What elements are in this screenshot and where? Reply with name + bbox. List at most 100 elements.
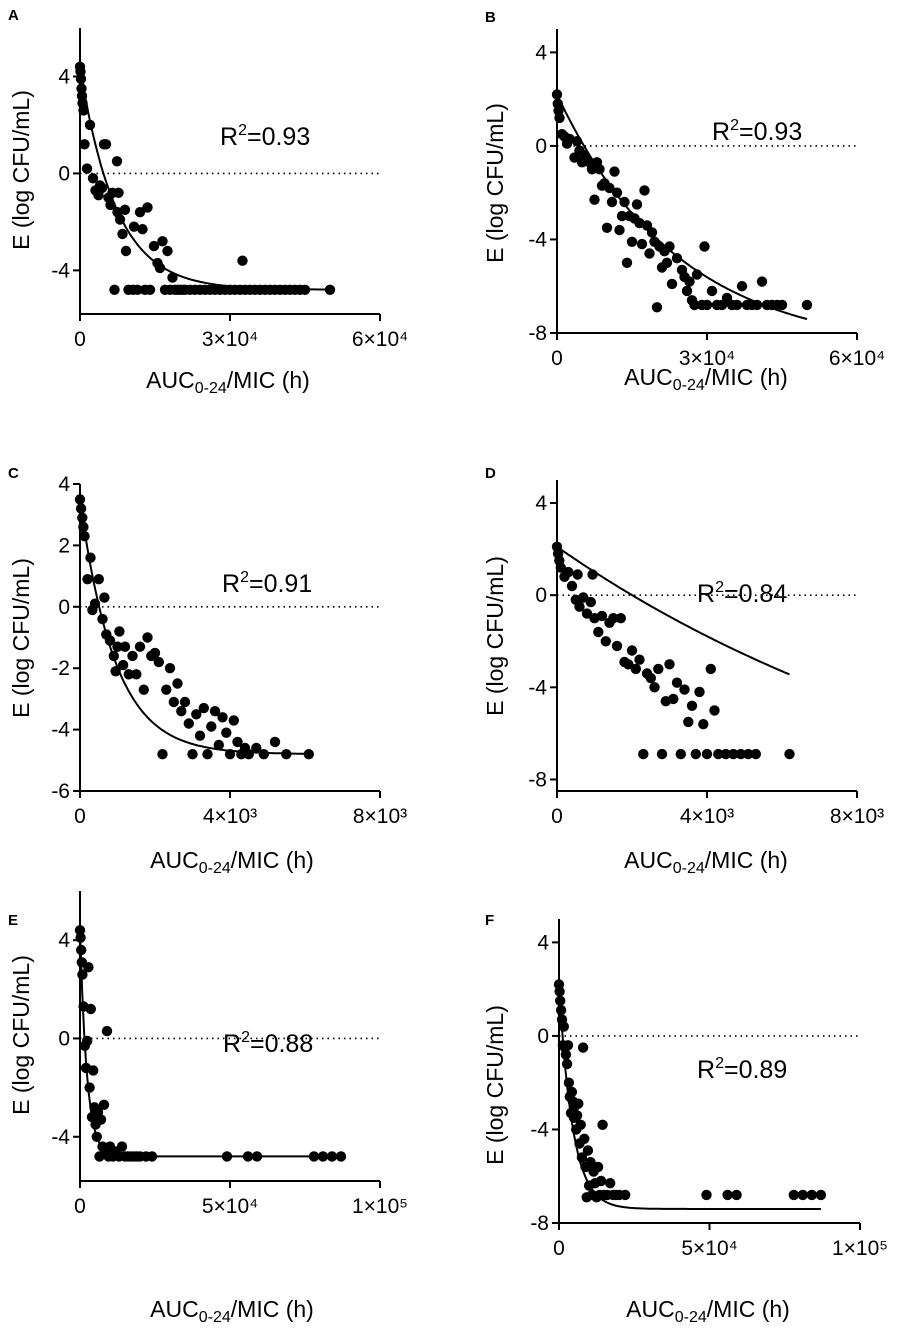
data-point <box>83 962 94 973</box>
data-point <box>578 592 589 603</box>
data-point <box>706 285 718 297</box>
r-squared-superscript: 2 <box>240 569 249 586</box>
data-point <box>84 1082 95 1093</box>
data-point <box>75 932 86 943</box>
data-point <box>99 592 110 603</box>
data-point <box>683 716 694 728</box>
data-point <box>743 748 754 760</box>
r-squared-superscript: 2 <box>238 122 247 139</box>
y-axis-title: E (log CFU/mL) <box>482 1005 508 1165</box>
data-point <box>609 166 620 177</box>
y-tick-label: 0 <box>58 162 70 185</box>
data-point <box>251 1151 263 1162</box>
x-axis-title-subscript: 0-24 <box>673 377 705 394</box>
x-tick-label: 5×10⁴ <box>202 1195 258 1218</box>
data-point <box>113 187 124 198</box>
data-point <box>74 494 86 505</box>
data-point <box>335 1151 347 1162</box>
y-tick-label: -4 <box>528 228 547 251</box>
panel-letter-d: D <box>485 465 496 482</box>
data-point <box>597 1119 608 1131</box>
data-point <box>87 173 99 184</box>
data-point <box>243 749 254 760</box>
data-point <box>237 255 248 266</box>
data-point <box>317 1151 329 1162</box>
r-squared-base: R <box>223 1030 241 1058</box>
x-axis-title-main: AUC <box>150 847 199 873</box>
data-point <box>82 1035 93 1047</box>
data-point <box>112 641 123 652</box>
y-tick-label: 0 <box>535 584 547 607</box>
y-axis-title: E (log CFU/mL) <box>8 955 34 1115</box>
x-axis-title-rest: /MIC (h) <box>231 847 314 873</box>
data-point <box>105 199 116 211</box>
data-point <box>161 684 172 695</box>
data-point <box>694 686 705 698</box>
panel-f: F -8 -4 0 4 0 5×10⁴ 1×10⁵ E (log CFU/mL) AUC0-24/… <box>482 912 888 1326</box>
data-point <box>698 719 709 730</box>
data-point <box>713 748 724 760</box>
data-point <box>191 709 202 720</box>
y-tick-label: 2 <box>58 534 70 557</box>
data-point <box>649 682 660 693</box>
data-point <box>232 736 243 748</box>
data-point <box>75 73 87 85</box>
data-point <box>563 1077 575 1088</box>
data-point <box>85 552 96 563</box>
x-tick-label: 1×10⁵ <box>352 1195 408 1218</box>
x-axis-title-subscript: 0-24 <box>675 1309 707 1326</box>
r-squared-value: =0.93 <box>739 118 802 146</box>
x-axis-title-subscript: 0-24 <box>199 1309 231 1326</box>
data-point <box>79 531 90 542</box>
data-point <box>157 236 168 247</box>
data-point <box>117 228 128 240</box>
data-point <box>104 635 116 646</box>
data-point <box>128 221 140 232</box>
data-point <box>89 598 101 609</box>
r-squared-value: =0.93 <box>247 123 310 151</box>
y-tick-label: 0 <box>537 1025 549 1048</box>
x-tick-label: 3×10⁴ <box>202 328 258 351</box>
data-point <box>560 1049 572 1060</box>
data-point <box>681 285 693 297</box>
data-point <box>157 749 168 760</box>
x-axis-title: AUC0-24/MIC (h) <box>146 367 310 397</box>
data-point <box>736 281 748 292</box>
fit-curve <box>79 66 330 291</box>
x-tick-label: 6×10⁴ <box>829 347 885 370</box>
x-tick-label: 6×10⁴ <box>352 328 408 351</box>
data-point <box>750 748 761 760</box>
data-point <box>242 1151 254 1162</box>
data-point <box>228 715 239 726</box>
data-point <box>183 718 194 729</box>
data-point <box>690 748 701 760</box>
y-tick-label: 0 <box>58 1027 70 1050</box>
panel-e: E -4 0 4 0 5×10⁴ 1×10⁵ E (log CFU/mL) AUC0-24/MI… <box>8 891 408 1326</box>
data-point <box>611 640 623 652</box>
data-point <box>88 1065 99 1076</box>
r-squared-label: R2=0.88 <box>223 1029 313 1058</box>
data-point <box>621 257 633 268</box>
x-tick-label: 8×10³ <box>830 805 884 828</box>
data-point <box>179 696 191 708</box>
data-point <box>149 647 161 659</box>
x-axis-title-main: AUC <box>146 367 195 393</box>
data-point <box>675 748 686 760</box>
data-point <box>686 700 698 711</box>
data-point <box>114 626 125 637</box>
data-point <box>699 241 710 252</box>
data-point <box>202 749 213 760</box>
data-point <box>217 712 228 723</box>
r-squared-label: R2=0.89 <box>697 1055 787 1084</box>
x-axis-title-rest: /MIC (h) <box>227 367 310 393</box>
data-point <box>148 240 160 252</box>
r-squared-value: =0.91 <box>249 570 312 598</box>
data-point <box>585 1157 596 1168</box>
data-point <box>308 1151 320 1162</box>
panel-a: A -4 0 4 0 3×10⁴ 6×10⁴ E (log CFU/mL) AUC0-24/MI… <box>8 7 408 397</box>
data-point <box>187 749 198 760</box>
y-axis-title: E (log CFU/mL) <box>482 103 508 263</box>
data-point <box>137 224 148 235</box>
data-point <box>579 1133 590 1145</box>
data-point <box>108 650 120 662</box>
